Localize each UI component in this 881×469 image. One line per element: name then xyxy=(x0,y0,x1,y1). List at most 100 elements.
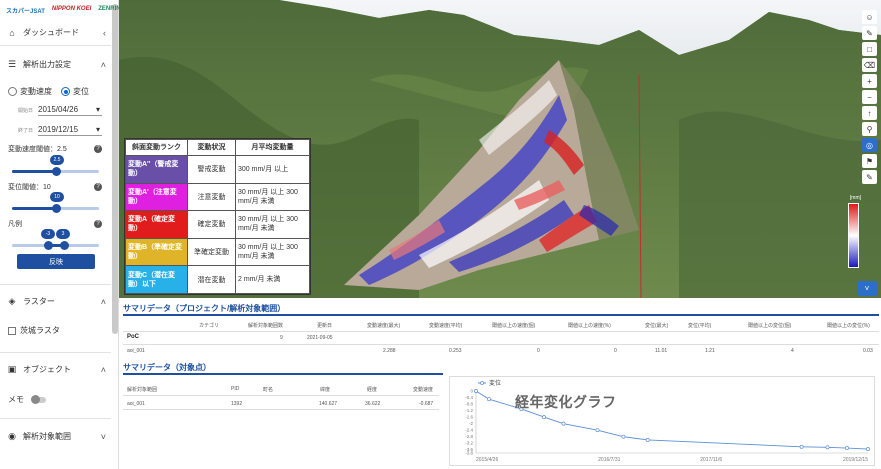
row-divider xyxy=(123,344,879,345)
legend-range-slider[interactable]: -3 3 xyxy=(12,229,99,250)
start-date-field[interactable]: 開始日 2015/04/26 ▾ xyxy=(18,105,102,116)
row-divider xyxy=(123,395,439,396)
help-icon[interactable]: ? xyxy=(94,183,102,191)
partner-logos: スカパーJSAT NIPPON KOEI ZENRIN xyxy=(6,6,121,18)
legend-rank: 変動A''（警戒変動） xyxy=(125,154,188,184)
y-tick-label: 0 xyxy=(470,389,473,394)
col-area-count: 解析対象範囲数 xyxy=(248,323,284,329)
col-over-disp-count: 閾値以上の変位(個) xyxy=(748,323,792,329)
pencil-icon[interactable]: ✎ xyxy=(862,26,877,40)
slider-thumb-max[interactable] xyxy=(60,241,69,250)
legend-rate: 300 mm/月 以上 xyxy=(235,154,310,184)
chevron-up-icon[interactable]: ˄ xyxy=(100,296,106,307)
legend-row: 変動A''（警戒変動） 警戒変動 300 mm/月 以上 xyxy=(125,154,310,184)
memo-toggle[interactable] xyxy=(31,394,46,404)
col-disp-avg: 変位(平均) xyxy=(688,323,712,329)
row-name: aoi_001 xyxy=(127,348,145,354)
memo-toggle-row[interactable]: メモ xyxy=(8,394,46,405)
sidebar-scrollbar[interactable] xyxy=(112,4,118,334)
summary-panel: サマリデータ（プロジェクト/解析対象範囲） カテゴリ 解析対象範囲数 更新日 変… xyxy=(119,298,881,469)
radio-velocity-label[interactable]: 変動速度 xyxy=(20,87,52,96)
cell-over-disp-count: 4 xyxy=(791,348,794,354)
start-date-input[interactable]: 2015/04/26 ▾ xyxy=(38,105,102,116)
row-name: PoC xyxy=(127,334,139,340)
trash-icon[interactable]: ⌫ xyxy=(862,58,877,72)
cell-over-velocity-count: 0 xyxy=(537,348,540,354)
cell-velocity-max: 2.288 xyxy=(383,348,396,354)
project-summary-title: サマリデータ（プロジェクト/解析対象範囲） xyxy=(123,304,286,313)
compass-icon[interactable]: ↑ xyxy=(862,106,877,120)
nav-raster[interactable]: ◈ ラスター ˄ xyxy=(6,296,106,307)
radio-displacement-label[interactable]: 変位 xyxy=(73,87,89,96)
edit-icon[interactable]: ✎ xyxy=(862,170,877,184)
zoom-out-icon[interactable]: − xyxy=(862,90,877,104)
slider-thumb-min[interactable] xyxy=(44,241,53,250)
zoom-in-icon[interactable]: + xyxy=(862,74,877,88)
chevron-down-icon[interactable]: ˅ xyxy=(100,431,106,442)
divider xyxy=(0,418,111,419)
row-divider xyxy=(123,331,879,332)
data-point xyxy=(645,437,650,442)
legend-range-label: 凡例 xyxy=(8,221,22,228)
divider xyxy=(0,284,111,285)
cell-longitude: 36.622 xyxy=(365,401,381,407)
user-icon[interactable]: ☺ xyxy=(862,10,877,24)
data-point xyxy=(595,428,600,433)
nav-object[interactable]: ▣ オブジェクト ˄ xyxy=(6,364,106,375)
legend-marker xyxy=(480,381,484,385)
slider-thumb[interactable] xyxy=(52,204,61,213)
data-point xyxy=(561,421,566,426)
y-tick-label: -2.4 xyxy=(465,428,473,433)
y-tick-label: -2.8 xyxy=(465,434,473,439)
col-longitude: 経度 xyxy=(367,387,378,393)
help-icon[interactable]: ? xyxy=(94,220,102,228)
displacement-colorbar xyxy=(848,203,859,268)
slider-thumb[interactable] xyxy=(52,167,61,176)
slider-max-bubble: 3 xyxy=(56,229,70,239)
apply-button[interactable]: 反映 xyxy=(17,254,95,269)
table-row[interactable]: aoi_001 1392 140.627 36.622 -0.687 xyxy=(123,399,443,409)
terrain-map-view[interactable]: ☺ ✎ □ ⌫ + − ↑ ⚲ ◎ ⚑ ✎ [mm] ˅ xyxy=(119,0,881,298)
radio-displacement[interactable] xyxy=(61,87,70,96)
layer-toggle-icon[interactable]: ◎ xyxy=(862,138,877,152)
legend-rank: 変動A'（注意変動） xyxy=(125,182,188,212)
chevron-up-icon[interactable]: ˄ xyxy=(100,364,106,375)
nav-analysis-settings[interactable]: ☰ 解析出力設定 ˄ xyxy=(6,59,106,70)
raster-layer-item[interactable]: 茨城ラスタ xyxy=(8,325,60,336)
table-row[interactable]: aoi_001 2.288 0.253 0 0 11.01 1.21 4 0.0… xyxy=(123,346,879,356)
sliders-icon: ☰ xyxy=(7,59,17,69)
col-pid: PID xyxy=(231,386,240,392)
row-date: 2021-09-05 xyxy=(307,335,333,341)
nav-analysis-settings-label: 解析出力設定 xyxy=(23,60,71,69)
slider-value-bubble: 10 xyxy=(50,192,64,202)
col-over-velocity-pct: 閾値以上の速度(%) xyxy=(568,323,611,329)
chevron-left-icon[interactable]: ‹ xyxy=(103,27,106,38)
y-tick-label: -0.4 xyxy=(465,395,473,400)
table-row[interactable]: PoC 9 2021-09-05 xyxy=(123,333,879,343)
section-underline xyxy=(123,314,879,316)
col-velocity-max: 変動速度(最大) xyxy=(367,323,401,329)
time-series-graph[interactable]: 0 -0.4 -0.8 -1.2 -1.6 -2 -2.4 -2.8 -3.2 -3.6 -3.8 2… xyxy=(449,376,875,466)
end-date-input[interactable]: 2019/12/15 ▾ xyxy=(38,125,102,136)
help-icon[interactable]: ? xyxy=(94,145,102,153)
legend-row: 変動A'（注意変動） 注意変動 30 mm/月 以上 300 mm/月 未満 xyxy=(125,182,310,212)
cell-latitude: 140.627 xyxy=(319,401,338,407)
nav-dashboard[interactable]: ⌂ ダッシュボード ‹ xyxy=(6,27,106,38)
displacement-threshold-slider[interactable]: 10 xyxy=(12,192,99,213)
pin-icon[interactable]: ⚑ xyxy=(862,154,877,168)
expand-panel-button[interactable]: ˅ xyxy=(857,281,877,296)
velocity-threshold-slider[interactable]: 2.5 xyxy=(12,155,99,176)
cell-velocity-avg: 0.253 xyxy=(449,348,462,354)
search-icon[interactable]: ⚲ xyxy=(862,122,877,136)
end-date-field[interactable]: 終了日 2019/12/15 ▾ xyxy=(18,125,102,136)
y-tick-label: -1.2 xyxy=(465,408,473,413)
raster-layer-checkbox[interactable] xyxy=(8,326,16,335)
nav-object-label: オブジェクト xyxy=(23,365,71,374)
legend-rate: 30 mm/月 以上 300 mm/月 未満 xyxy=(235,182,310,212)
chevron-up-icon[interactable]: ˄ xyxy=(100,59,106,70)
raster-layer-label: 茨城ラスタ xyxy=(20,326,60,335)
radio-velocity[interactable] xyxy=(8,87,17,96)
square-icon[interactable]: □ xyxy=(862,42,877,56)
nav-analysis-area[interactable]: ◉ 解析対象範囲 ˅ xyxy=(6,431,106,442)
